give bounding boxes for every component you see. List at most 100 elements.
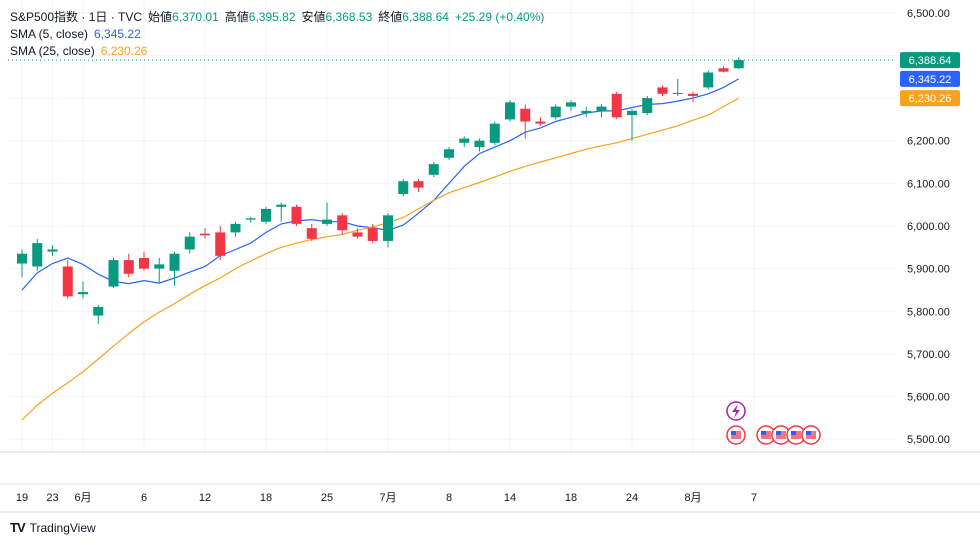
x-tick-label: 7	[751, 492, 757, 504]
candle-body	[215, 232, 226, 256]
sma25-legend-value: 6,230.26	[100, 44, 148, 58]
tradingview-brand[interactable]: TV TradingView	[10, 520, 96, 535]
sma25-label: SMA (25, close)	[10, 44, 95, 58]
candle-body	[93, 307, 104, 316]
last-price-tag: 6,388.64	[909, 55, 952, 67]
sma5-price-tag-bg	[900, 70, 960, 87]
candle-body	[17, 253, 27, 264]
event-markers	[726, 401, 821, 445]
candle-body	[505, 102, 515, 120]
candle-body	[413, 181, 424, 188]
x-tick-label: 6	[141, 492, 147, 504]
candle-body	[32, 243, 43, 267]
candle-body	[566, 102, 576, 107]
candles	[17, 57, 744, 325]
tradingview-name: TradingView	[29, 520, 96, 535]
flag-canton	[791, 431, 796, 435]
candle-body	[444, 149, 454, 158]
ohlc-row: S&P500指数 · 1日 · TVC 始値6,370.01 高値6,395.8…	[10, 9, 544, 26]
low-value: 6,368.53	[325, 10, 373, 24]
flag-canton	[806, 431, 811, 435]
candle-body	[474, 140, 485, 148]
close-value: 6,388.64	[402, 10, 449, 24]
candle-body	[169, 253, 180, 271]
y-tick-label: 5,800.00	[907, 306, 950, 318]
candle-body	[200, 233, 210, 236]
candle-body	[688, 93, 698, 96]
candle-body	[367, 228, 378, 241]
candle-body	[596, 106, 607, 111]
candle-body	[642, 98, 653, 113]
x-tick-label: 8	[446, 492, 452, 504]
open-value: 6,370.01	[172, 10, 219, 24]
candle-body	[276, 204, 287, 207]
candle-body	[108, 260, 119, 287]
x-tick-label: 18	[565, 492, 577, 504]
candle-body	[489, 123, 500, 143]
y-tick-label: 5,600.00	[907, 392, 950, 404]
candle-body	[62, 266, 73, 297]
candle-body	[78, 292, 88, 295]
sma5-label: SMA (5, close)	[10, 27, 89, 41]
sma5-price-tag: 6,345.22	[909, 74, 952, 86]
candle-body	[657, 87, 668, 94]
candle-body	[352, 232, 363, 237]
y-tick-label: 5,900.00	[907, 264, 950, 276]
candle-body	[520, 108, 531, 122]
x-tick-label: 12	[199, 492, 211, 504]
x-tick-label: 18	[260, 492, 272, 504]
last-price-tag-bg	[900, 52, 960, 69]
open-label: 始値	[148, 10, 173, 24]
candle-body	[261, 208, 271, 222]
lightning-glyph	[732, 404, 740, 418]
low-label: 安値	[301, 10, 326, 24]
high-label: 高値	[224, 10, 249, 24]
y-tick-label: 6,100.00	[907, 178, 950, 190]
candle-body	[627, 110, 637, 116]
candle-body	[245, 218, 256, 220]
y-tick-label: 6,000.00	[907, 221, 950, 233]
candle-body	[459, 138, 470, 143]
flag-canton	[731, 431, 736, 435]
candle-body	[184, 236, 195, 250]
flag-canton	[761, 431, 766, 435]
close-label: 終値	[378, 10, 403, 24]
candle-body	[718, 68, 729, 72]
x-tick-label: 8月	[684, 492, 701, 504]
candle-body	[611, 93, 622, 118]
x-tick-label: 6月	[74, 492, 91, 504]
candle-body	[322, 219, 332, 224]
x-tick-label: 7月	[379, 492, 396, 504]
candle-body	[337, 215, 348, 231]
x-tick-label: 25	[321, 492, 333, 504]
sma25-price-tag: 6,230.26	[909, 93, 952, 105]
candle-body	[581, 110, 592, 113]
chart-legend: S&P500指数 · 1日 · TVC 始値6,370.01 高値6,395.8…	[10, 9, 544, 60]
x-tick-label: 24	[626, 492, 638, 504]
candle-body	[733, 60, 744, 69]
y-tick-label: 6,500.00	[907, 8, 950, 20]
candle-body	[672, 92, 683, 94]
x-tick-label: 14	[504, 492, 516, 504]
sma5-row[interactable]: SMA (5, close) 6,345.22	[10, 26, 544, 43]
y-tick-label: 6,200.00	[907, 136, 950, 148]
sma25-row[interactable]: SMA (25, close) 6,230.26	[10, 43, 544, 60]
candle-body	[703, 72, 714, 88]
x-tick-label: 19	[16, 492, 28, 504]
candle-body	[383, 215, 393, 241]
high-value: 6,395.82	[248, 10, 296, 24]
tradingview-logo-icon: TV	[10, 520, 26, 535]
sma25-line	[21, 97, 740, 421]
candle-body	[230, 223, 241, 233]
symbol-label[interactable]: S&P500指数 · 1日 · TVC	[10, 10, 143, 24]
grid	[8, 0, 895, 452]
candle-body	[139, 257, 149, 269]
candle-body	[154, 264, 165, 269]
candle-body	[535, 121, 546, 124]
candle-body	[428, 164, 439, 175]
candle-body	[398, 181, 409, 195]
x-tick-label: 23	[46, 492, 58, 504]
change-value: +25.29 (+0.40%)	[454, 10, 545, 24]
candle-body	[123, 260, 134, 274]
